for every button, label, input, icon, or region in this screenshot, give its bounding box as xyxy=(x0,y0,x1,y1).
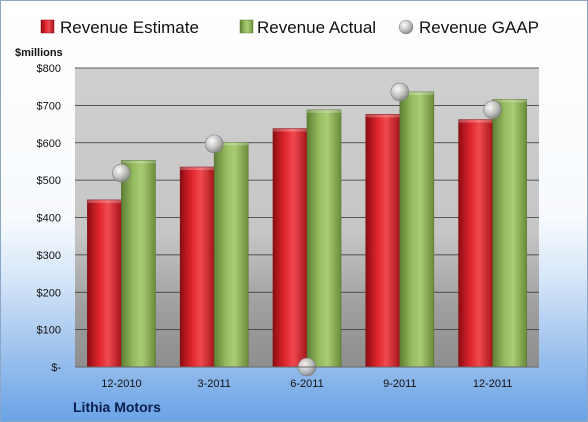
bar-revenue-actual xyxy=(213,142,249,368)
bar-cap-revenue-estimate xyxy=(87,199,122,203)
bar-cap-revenue-estimate xyxy=(365,114,400,118)
x-tick-label: 3-2011 xyxy=(197,378,230,390)
bar-cap-revenue-estimate xyxy=(273,128,307,132)
x-axis-ticks: 12-2010 3-2011 6-2011 9-2011 12-2011 xyxy=(101,378,512,390)
bar-cap-revenue-estimate xyxy=(180,167,215,171)
y-axis-ticks: $- $100 $200 $300 $400 $500 $600 $700 $800 xyxy=(37,63,62,374)
legend-label-actual: Revenue Actual xyxy=(257,18,376,37)
y-tick-label: $600 xyxy=(37,138,61,150)
point-revenue-gaap xyxy=(483,100,502,120)
bar-cap-revenue-actual xyxy=(492,99,527,103)
bar-revenue-estimate xyxy=(272,128,308,368)
bars xyxy=(87,91,527,368)
bar-cap-revenue-actual xyxy=(121,160,156,164)
y-tick-label: $- xyxy=(51,362,61,374)
bar-cap-revenue-actual xyxy=(399,91,434,95)
legend-swatch-actual xyxy=(239,19,254,34)
bar-revenue-estimate xyxy=(87,199,122,368)
point-revenue-gaap xyxy=(204,134,224,154)
legend: Revenue Estimate Revenue Actual Revenue … xyxy=(40,18,539,37)
bar-cap-revenue-estimate xyxy=(458,119,493,123)
y-tick-label: $700 xyxy=(37,100,61,112)
x-tick-label: 12-2011 xyxy=(473,378,513,390)
bar-revenue-actual xyxy=(399,91,435,368)
y-tick-label: $200 xyxy=(37,287,61,299)
y-tick-label: $300 xyxy=(37,250,61,262)
bar-revenue-actual xyxy=(492,99,527,368)
bar-revenue-estimate xyxy=(365,114,401,368)
bar-revenue-actual xyxy=(121,160,156,368)
point-revenue-gaap xyxy=(390,82,410,102)
bar-revenue-estimate xyxy=(458,119,493,368)
legend-marker-gaap xyxy=(398,19,414,35)
legend-label-gaap: Revenue GAAP xyxy=(419,18,539,37)
y-axis-unit-label: $millions xyxy=(15,47,63,59)
y-tick-label: $400 xyxy=(37,213,61,225)
legend-swatch-estimate xyxy=(40,19,55,34)
company-name: Lithia Motors xyxy=(73,399,161,415)
legend-label-estimate: Revenue Estimate xyxy=(60,18,199,37)
x-tick-label: 9-2011 xyxy=(383,378,416,390)
bar-revenue-estimate xyxy=(179,166,215,368)
x-tick-label: 12-2010 xyxy=(101,378,141,390)
y-tick-label: $800 xyxy=(37,63,61,75)
bar-cap-revenue-actual xyxy=(214,142,249,146)
bar-cap-revenue-actual xyxy=(307,109,341,113)
point-revenue-gaap xyxy=(112,163,131,183)
y-tick-label: $500 xyxy=(37,175,61,187)
x-tick-label: 6-2011 xyxy=(290,378,323,390)
y-tick-label: $100 xyxy=(37,325,61,337)
bar-revenue-actual xyxy=(306,109,342,368)
